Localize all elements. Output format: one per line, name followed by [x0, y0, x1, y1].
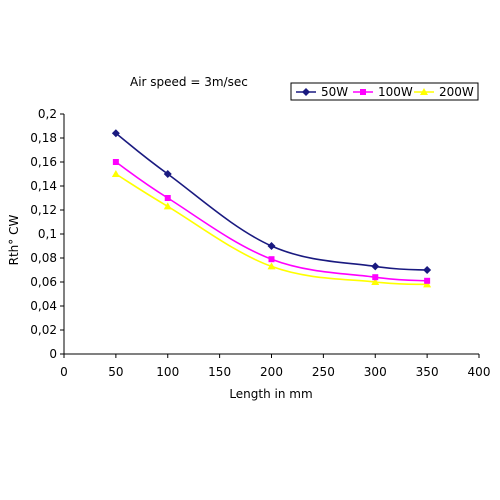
legend-box — [290, 82, 479, 101]
legend-label-200W: 200W — [439, 85, 474, 99]
data-point-200W — [423, 280, 432, 288]
legend-label-50W: 50W — [321, 85, 348, 99]
x-tick-label: 50 — [108, 365, 123, 379]
data-point-100W — [112, 159, 119, 165]
legend-label-100W: 100W — [378, 85, 413, 99]
chart-annotation: Air speed = 3m/sec — [130, 75, 248, 89]
data-point-50W — [267, 242, 276, 250]
y-axis-title: Rth° CW — [7, 215, 21, 266]
data-point-100W — [424, 277, 431, 284]
y-tick-label: 0,04 — [30, 299, 57, 313]
data-point-100W — [164, 195, 171, 201]
x-tick-label: 150 — [208, 365, 231, 379]
y-tick-label: 0,12 — [30, 203, 57, 217]
data-point-100W — [372, 274, 379, 281]
data-point-200W — [163, 202, 172, 210]
x-tick-label: 100 — [156, 365, 179, 379]
y-tick-label: 0,2 — [38, 107, 57, 121]
y-tick-label: 0,08 — [30, 251, 57, 265]
legend-marker-50W — [302, 88, 310, 96]
y-tick-label: 0,14 — [30, 179, 57, 193]
x-tick-label: 300 — [364, 365, 387, 379]
x-axis-title: Length in mm — [229, 387, 312, 401]
x-tick-label: 0 — [60, 365, 68, 379]
x-tick-label: 200 — [260, 365, 283, 379]
data-point-50W — [423, 266, 432, 274]
y-tick-label: 0,1 — [38, 227, 57, 241]
data-point-100W — [268, 256, 275, 263]
y-tick-label: 0,16 — [30, 155, 57, 169]
plot-area: 00,020,040,060,080,10,120,140,160,180,2 … — [30, 107, 490, 379]
data-point-200W — [111, 170, 120, 177]
x-tick-label: 250 — [312, 365, 335, 379]
data-point-50W — [111, 129, 120, 138]
legend-marker-100W — [360, 89, 366, 95]
y-tick-label: 0,02 — [30, 323, 57, 337]
data-point-50W — [371, 262, 380, 271]
y-tick-label: 0 — [49, 347, 57, 361]
x-tick-label: 350 — [416, 365, 439, 379]
y-tick-label: 0,06 — [30, 275, 57, 289]
data-point-200W — [267, 262, 276, 270]
data-point-50W — [163, 170, 172, 178]
legend: 50W 100W 200W — [290, 82, 479, 101]
x-tick-label: 400 — [468, 365, 491, 379]
legend-marker-200W — [420, 88, 428, 95]
y-tick-label: 0,18 — [30, 131, 57, 145]
data-point-200W — [371, 278, 380, 285]
